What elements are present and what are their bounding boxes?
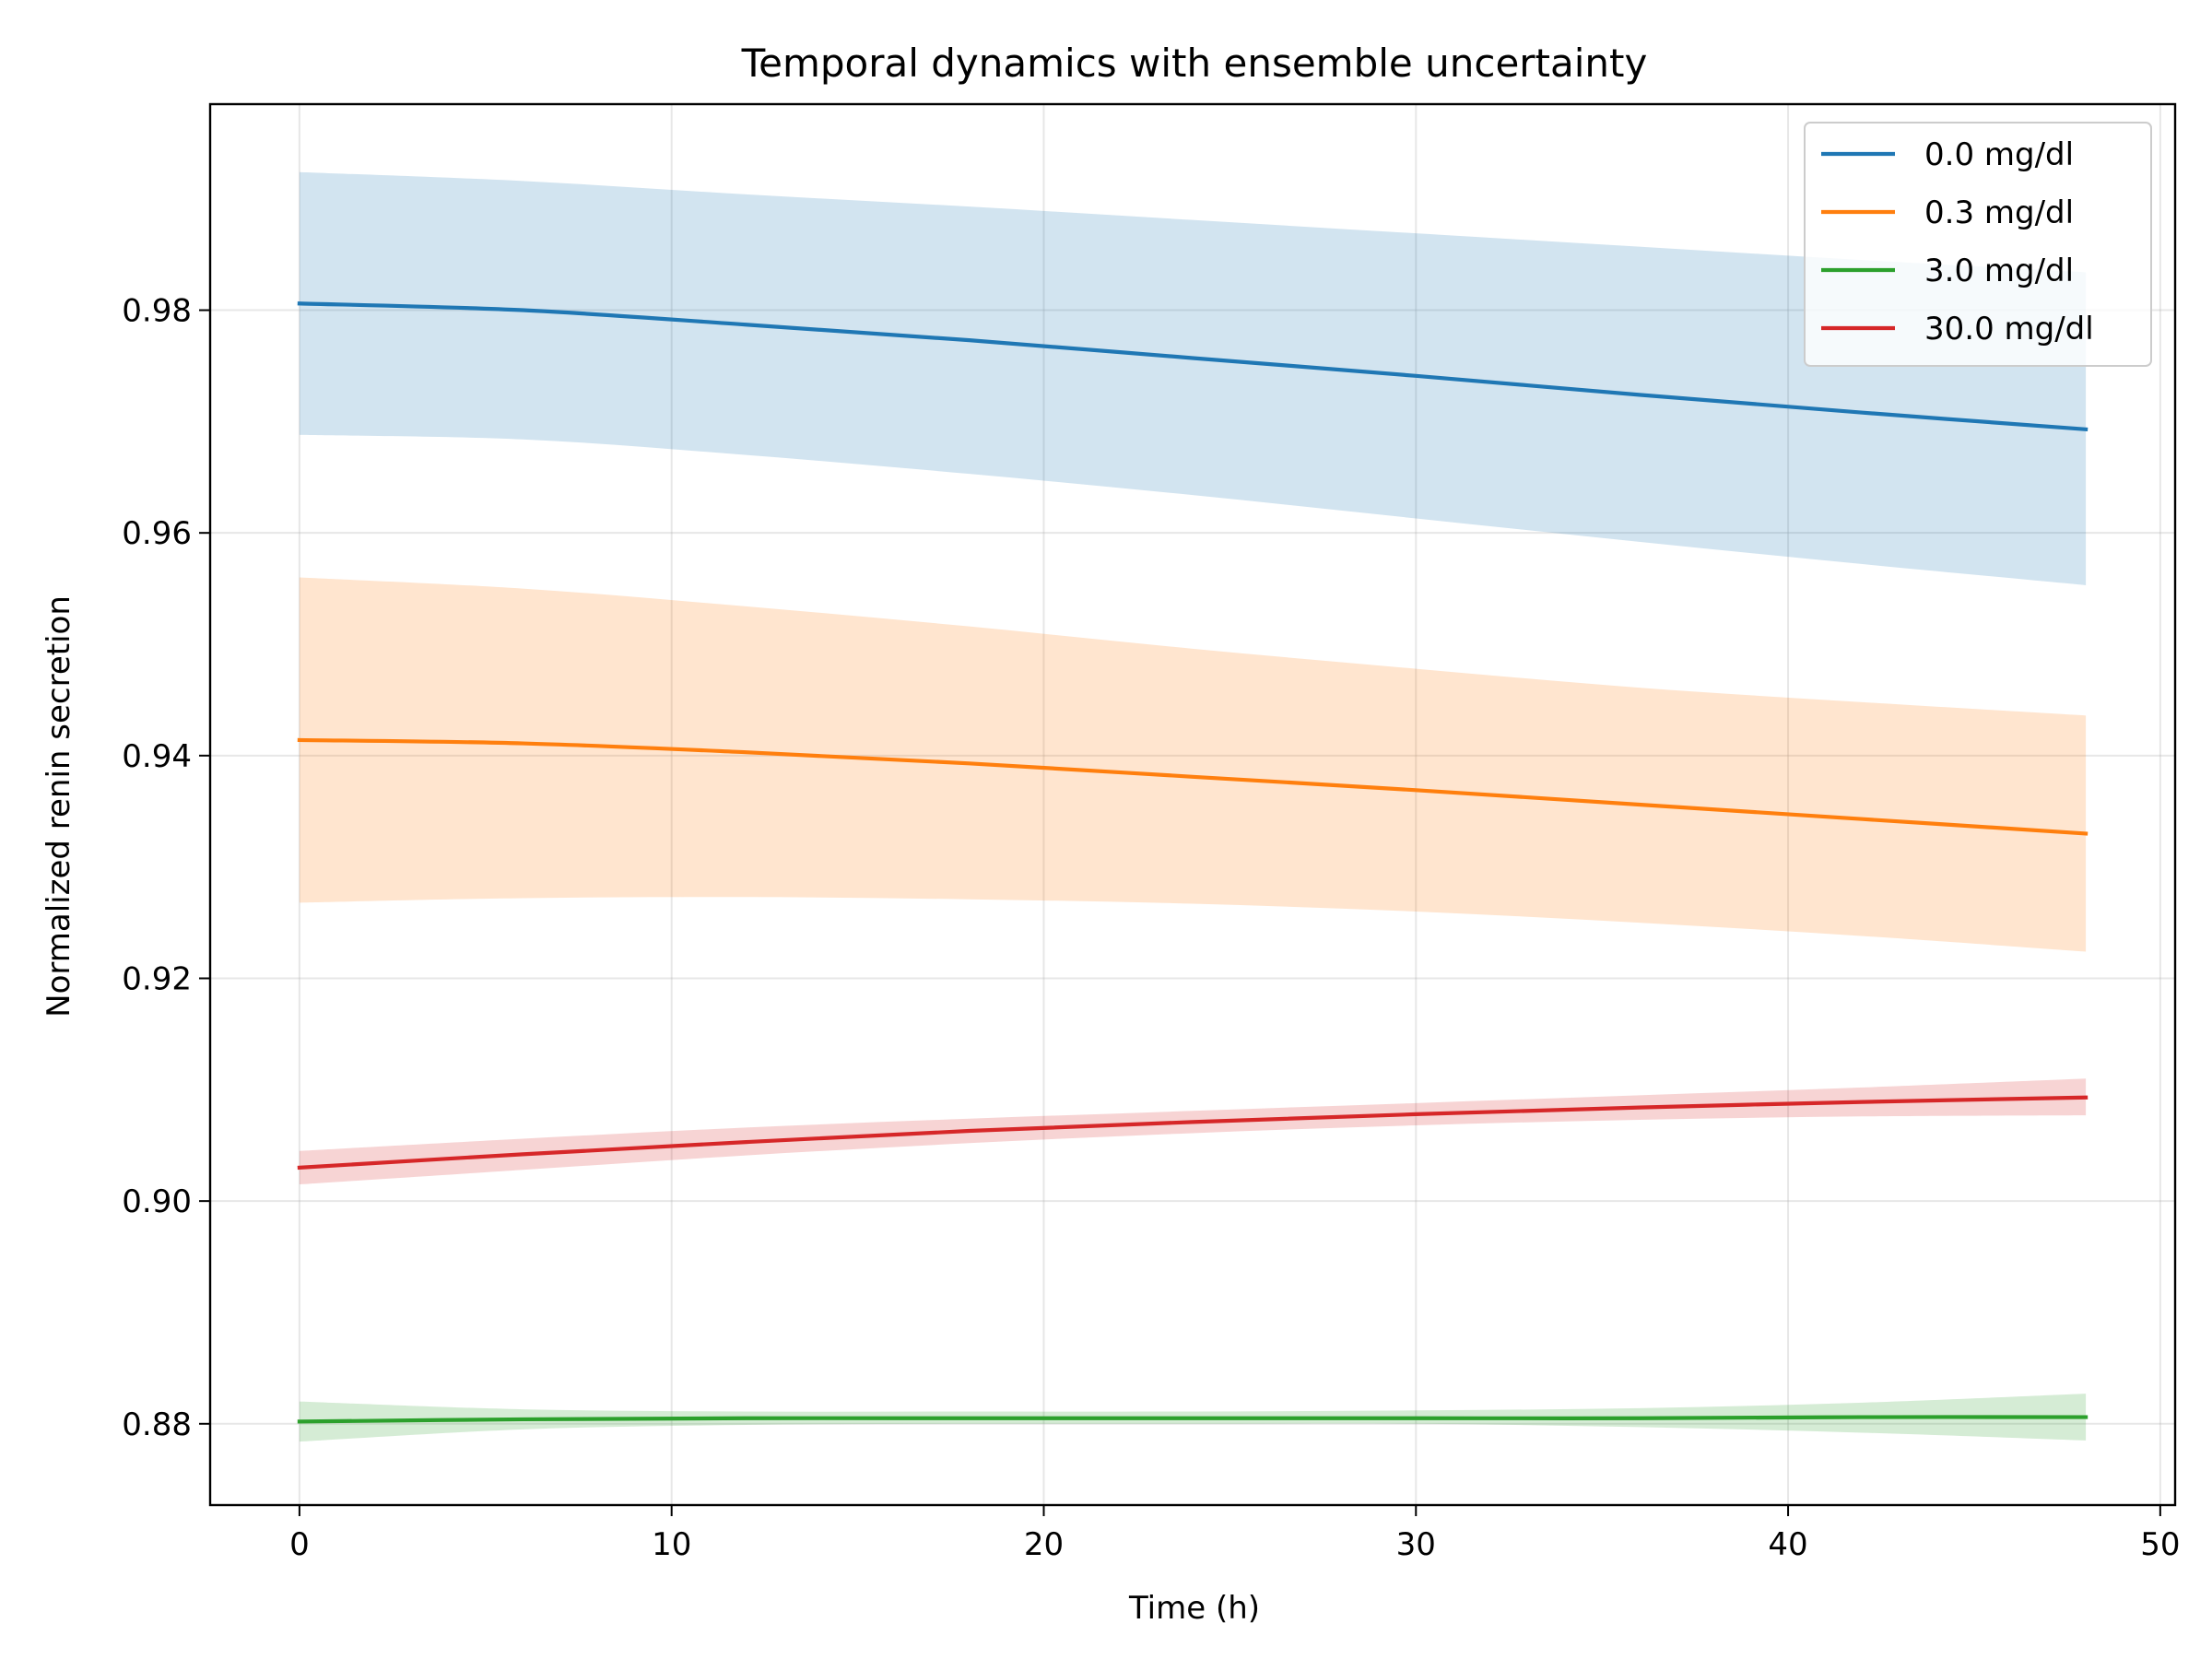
legend-label: 30.0 mg/dl (1924, 311, 2094, 347)
series-line (297, 1415, 2088, 1424)
x-axis-title: Time (h) (1128, 1590, 1260, 1627)
uncertainty-band (299, 1078, 2087, 1185)
series-line (297, 1095, 2088, 1171)
y-tick-label: 0.94 (122, 738, 192, 775)
legend-label: 0.0 mg/dl (1924, 136, 2074, 173)
uncertainty-band (299, 171, 2087, 585)
y-tick-label: 0.92 (122, 960, 192, 997)
uncertainty-bands (299, 171, 2087, 1442)
plot-area-frame (208, 102, 2177, 1507)
x-tick-label: 10 (652, 1526, 691, 1563)
series-line (297, 301, 2088, 432)
y-axis-title: Normalized renin secretion (41, 595, 77, 1018)
axis-ticks: 0 10 20 30 40 50 0.88 0.90 0.92 0.94 0.96 0.98 (122, 293, 2180, 1563)
x-tick-label: 0 (289, 1526, 310, 1563)
x-tick-label: 30 (1396, 1526, 1436, 1563)
y-tick-label: 0.98 (122, 293, 192, 330)
uncertainty-band (299, 577, 2087, 952)
x-tick-label: 20 (1024, 1526, 1064, 1563)
legend-label: 0.3 mg/dl (1924, 194, 2074, 231)
grid (210, 104, 2175, 1505)
legend-box (1804, 122, 2152, 367)
series-line (297, 737, 2088, 836)
y-tick-label: 0.90 (122, 1183, 192, 1220)
x-tick-label: 50 (2140, 1526, 2180, 1563)
legend: 0.0 mg/dl 0.3 mg/dl 3.0 mg/dl 30.0 mg/dl (1804, 122, 2152, 367)
legend-label: 3.0 mg/dl (1924, 253, 2074, 289)
y-tick-label: 0.96 (122, 515, 192, 552)
y-tick-label: 0.88 (122, 1406, 192, 1443)
chart-title: Temporal dynamics with ensemble uncertai… (741, 41, 1648, 86)
series-lines (297, 301, 2088, 1424)
x-tick-label: 40 (1768, 1526, 1807, 1563)
